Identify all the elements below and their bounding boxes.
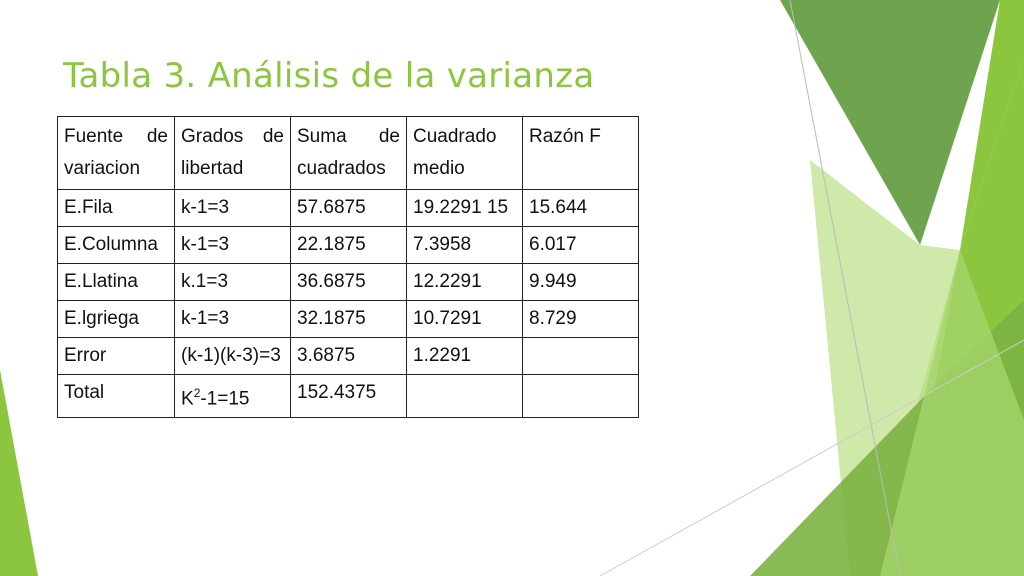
thin-decorative-line-1 bbox=[789, 0, 901, 576]
table-row: E.lgriega k-1=3 32.1875 10.7291 8.729 bbox=[57, 300, 639, 338]
cell-f: 9.949 bbox=[522, 263, 639, 301]
cell-ms bbox=[406, 373, 523, 419]
cell-f bbox=[522, 337, 639, 375]
total-df-rest: -1=15 bbox=[200, 388, 250, 410]
total-df-exponent: 2 bbox=[193, 386, 201, 400]
cell-ms: 19.2291 15 bbox=[406, 189, 523, 227]
cell-source: E.lgriega bbox=[57, 300, 175, 338]
green-facet-left-strip bbox=[0, 370, 38, 576]
cell-f: 6.017 bbox=[522, 226, 639, 264]
slide-title: Tabla 3. Análisis de la varianza bbox=[63, 56, 595, 96]
header-razon: Razón F bbox=[522, 116, 639, 190]
cell-ss: 152.4375 bbox=[290, 373, 407, 419]
cell-ms: 10.7291 bbox=[406, 300, 523, 338]
cell-f bbox=[522, 373, 639, 419]
table-header-row: Fuente de variacion Grados de libertad S… bbox=[57, 116, 639, 190]
cell-source: E.Columna bbox=[57, 226, 175, 264]
cell-ss: 57.6875 bbox=[290, 189, 407, 227]
cell-ms: 7.3958 bbox=[406, 226, 523, 264]
anova-table: Fuente de variacion Grados de libertad S… bbox=[57, 116, 639, 419]
cell-ms: 1.2291 bbox=[406, 337, 523, 375]
cell-source: E.Fila bbox=[57, 189, 175, 227]
table-row: Total K2-1=15 152.4375 bbox=[57, 373, 639, 419]
green-facet-top-right bbox=[960, 0, 1024, 250]
cell-ss: 36.6875 bbox=[290, 263, 407, 301]
total-df-base: K bbox=[181, 388, 194, 410]
cell-source: E.Llatina bbox=[57, 263, 175, 301]
cell-df: k.1=3 bbox=[174, 263, 291, 301]
cell-df: k-1=3 bbox=[174, 226, 291, 264]
cell-df: k-1=3 bbox=[174, 300, 291, 338]
cell-ss: 3.6875 bbox=[290, 337, 407, 375]
cell-f: 15.644 bbox=[522, 189, 639, 227]
header-cuadrado: Cuadrado medio bbox=[406, 116, 523, 190]
green-facet-bottom-light bbox=[880, 250, 1024, 576]
thin-decorative-line-2 bbox=[599, 339, 1024, 576]
table-row: E.Llatina k.1=3 36.6875 12.2291 9.949 bbox=[57, 263, 639, 301]
table-row: Error (k-1)(k-3)=3 3.6875 1.2291 bbox=[57, 337, 639, 375]
cell-source: Total bbox=[57, 373, 175, 419]
cell-df: (k-1)(k-3)=3 bbox=[174, 337, 291, 375]
cell-ss: 22.1875 bbox=[290, 226, 407, 264]
header-fuente: Fuente de variacion bbox=[57, 116, 175, 190]
cell-source: Error bbox=[57, 337, 175, 375]
table-row: E.Fila k-1=3 57.6875 19.2291 15 15.644 bbox=[57, 189, 639, 227]
table-row: E.Columna k-1=3 22.1875 7.3958 6.017 bbox=[57, 226, 639, 264]
cell-df: k-1=3 bbox=[174, 189, 291, 227]
header-suma: Suma de cuadrados bbox=[290, 116, 407, 190]
cell-df-total: K2-1=15 bbox=[174, 373, 291, 419]
header-grados: Grados de libertad bbox=[174, 116, 291, 190]
green-facet-light bbox=[810, 160, 960, 576]
cell-ms: 12.2291 bbox=[406, 263, 523, 301]
green-facet-top-dark bbox=[780, 0, 1000, 245]
cell-f: 8.729 bbox=[522, 300, 639, 338]
cell-ss: 32.1875 bbox=[290, 300, 407, 338]
